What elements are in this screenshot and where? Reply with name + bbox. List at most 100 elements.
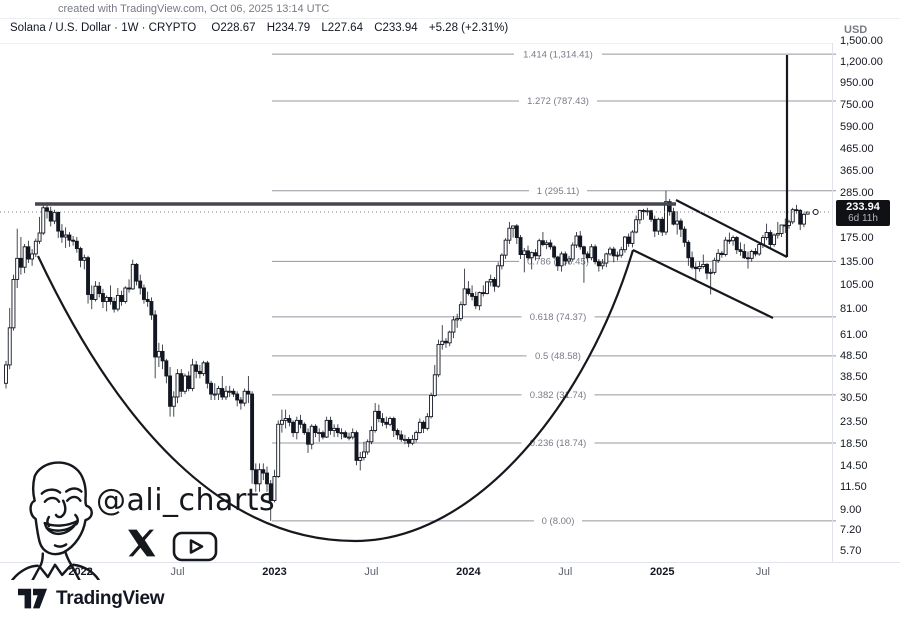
candle-body <box>67 234 72 241</box>
candle-body <box>522 250 527 255</box>
fib-label: 1.272 (787.43) <box>527 96 589 107</box>
time-axis-year-label: 2024 <box>456 566 481 578</box>
candle-body <box>485 281 489 294</box>
candle-body <box>287 418 292 423</box>
candle-body <box>309 425 314 445</box>
candle-body <box>313 425 318 434</box>
candle-body <box>440 340 445 345</box>
candle-body <box>738 249 743 252</box>
candle-body <box>716 252 721 261</box>
candle-body <box>86 257 90 295</box>
candle-body <box>134 263 139 282</box>
candle-body <box>514 225 519 239</box>
fib-label: 0 (8.00) <box>542 516 575 527</box>
candle-body <box>552 246 557 258</box>
candle-body <box>97 285 102 294</box>
bar-countdown: 6d 11h <box>848 212 878 224</box>
candle-body <box>160 350 165 362</box>
cartoon-face-watermark <box>11 461 100 580</box>
price-scale-label: 7.20 <box>840 524 862 537</box>
fib-label: 0.5 (48.58) <box>535 351 581 362</box>
price-scale-label: 9.00 <box>840 503 862 516</box>
price-scale-label: 11.50 <box>840 481 867 494</box>
time-axis-month-label: Jul <box>755 566 770 578</box>
candle-body <box>555 256 560 267</box>
candle-body <box>100 293 105 302</box>
candle-body <box>421 421 426 429</box>
candle-body <box>548 242 553 248</box>
candle-body <box>429 395 434 418</box>
candle-body <box>361 451 366 458</box>
candle-body <box>473 295 478 307</box>
candle-body <box>529 252 534 259</box>
ohlc-low: L227.64 <box>321 22 363 34</box>
candle-body <box>526 250 530 259</box>
candle-body <box>477 292 482 307</box>
candle-body <box>130 263 135 290</box>
last-price-value: 233.94 <box>846 200 880 213</box>
fib-label: 1 (295.11) <box>537 186 580 197</box>
time-axis-month-label: Jul <box>364 566 379 578</box>
candle-body <box>7 327 12 366</box>
price-scale-label: 365.00 <box>840 164 874 177</box>
candle-body <box>30 253 35 260</box>
candle-body <box>466 288 471 294</box>
candle-body <box>503 239 508 256</box>
header-divider <box>0 18 900 19</box>
fib-label-bg <box>514 48 602 61</box>
symbol-info-bar[interactable]: Solana / U.S. Dollar · 1W · CRYPTO O228.… <box>10 22 516 34</box>
candle-body <box>145 298 150 302</box>
candle-body <box>492 278 497 287</box>
candle-body <box>615 254 620 257</box>
price-scale-label: 23.50 <box>840 415 868 428</box>
candle-body <box>59 230 64 238</box>
candle-body <box>175 373 180 398</box>
candle-body <box>772 234 777 245</box>
candle-body <box>22 246 27 268</box>
candle-body <box>533 252 538 257</box>
handle-lower-trendline[interactable] <box>632 249 774 319</box>
candle-body <box>93 285 98 300</box>
candle-body <box>507 227 512 241</box>
candle-body <box>82 257 87 261</box>
candle-body <box>15 257 20 280</box>
fib-label: 0.382 (31.74) <box>530 390 587 401</box>
candle-body <box>11 278 16 329</box>
candle-body <box>746 257 750 260</box>
candle-body <box>212 393 217 396</box>
candle-body <box>637 210 642 221</box>
candle-body <box>768 232 773 245</box>
price-scale-label: 38.50 <box>840 370 868 383</box>
price-scale-label: 175.00 <box>840 232 874 245</box>
candle-body <box>619 249 624 256</box>
candle-body <box>581 246 586 255</box>
candle-body <box>462 288 467 306</box>
candle-body <box>403 438 407 441</box>
candle-body <box>425 416 430 429</box>
fib-label-bg <box>521 388 595 401</box>
candle-body <box>343 432 348 438</box>
candle-body <box>265 472 269 485</box>
candle-body <box>171 396 176 407</box>
candle-body <box>324 419 329 438</box>
candle-body <box>410 438 415 444</box>
cup-curve[interactable] <box>37 249 635 543</box>
candle-body <box>656 218 661 232</box>
candle-body <box>179 373 184 392</box>
handle-upper-trendline[interactable] <box>675 199 788 258</box>
candle-body <box>719 252 724 255</box>
candle-body <box>119 295 124 302</box>
candle-body <box>567 258 571 262</box>
candle-body <box>451 319 456 333</box>
candle-body <box>391 418 396 431</box>
candle-body <box>138 280 143 289</box>
price-scale-label: 590.00 <box>840 120 874 133</box>
tradingview-mark-icon <box>18 588 48 609</box>
candle-body <box>622 236 627 251</box>
price-scale-currency: USD <box>844 24 868 36</box>
tradingview-footer-logo[interactable]: TradingView <box>18 588 165 610</box>
price-scale-label: 48.50 <box>840 349 868 362</box>
candle-body <box>727 239 732 242</box>
candle-body <box>630 231 635 244</box>
